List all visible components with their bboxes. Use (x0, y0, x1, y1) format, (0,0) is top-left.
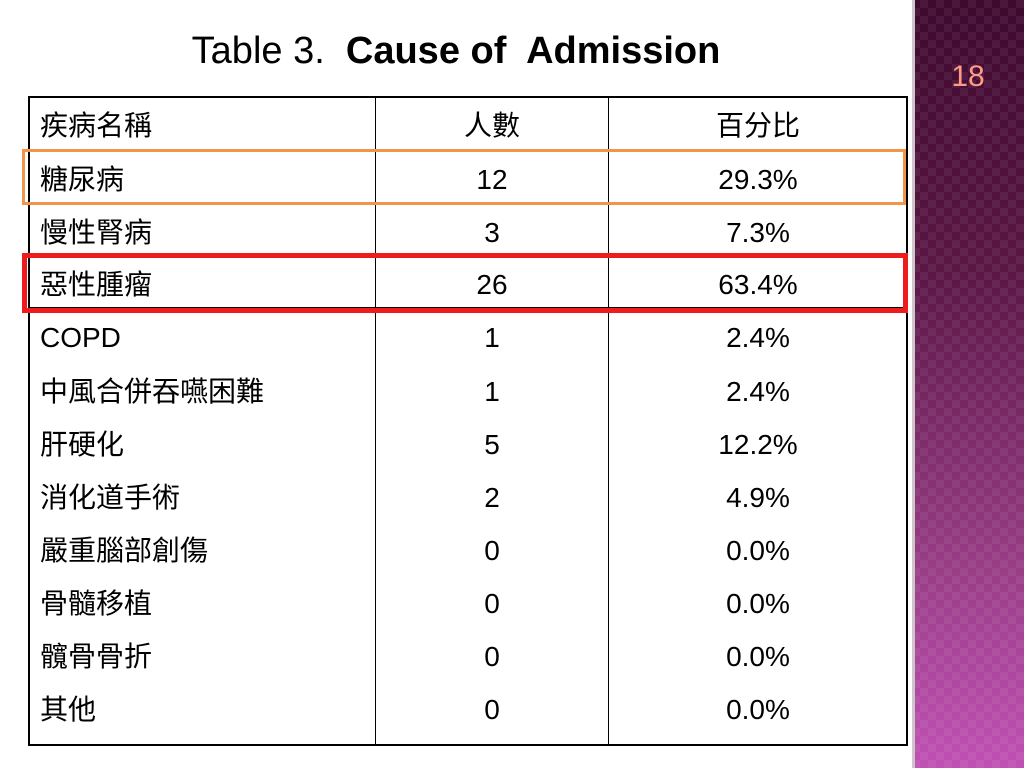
cell-disease: 肝硬化 (40, 429, 125, 460)
highlight-box-red (22, 253, 908, 313)
side-decoration-panel (912, 0, 1024, 768)
cell-count: 1 (484, 376, 500, 407)
title-prefix: Table 3. (191, 30, 346, 72)
cell-count: 2 (484, 482, 500, 513)
cell-disease: 慢性腎病 (40, 217, 153, 248)
cell-percent: 7.3% (726, 217, 790, 248)
cell-percent: 4.9% (726, 482, 790, 513)
cell-disease: 髖骨骨折 (40, 641, 153, 672)
cell-percent: 12.2% (718, 429, 798, 460)
cell-disease: COPD (40, 322, 121, 353)
column-divider (608, 98, 609, 744)
cell-count: 0 (484, 588, 500, 619)
cell-disease: 糖尿病 (40, 164, 125, 195)
cell-percent: 0.0% (726, 588, 790, 619)
cell-count: 0 (484, 535, 500, 566)
cell-disease: 消化道手術 (40, 482, 181, 513)
cell-percent: 2.4% (726, 322, 790, 353)
cell-percent: 63.4% (718, 269, 798, 300)
header-count: 人數 (463, 110, 520, 141)
slide-title: Table 3. Cause of Admission (0, 30, 912, 73)
cell-count: 12 (476, 164, 508, 195)
row-divider (30, 307, 906, 308)
highlight-box-orange (22, 149, 906, 205)
cell-disease: 嚴重腦部創傷 (40, 535, 209, 566)
cell-disease: 其他 (40, 694, 97, 725)
title-main: Cause of Admission (345, 30, 721, 72)
cell-percent: 2.4% (726, 376, 790, 407)
cell-count: 5 (484, 429, 500, 460)
header-disease: 疾病名稱 (40, 110, 153, 141)
slide-number: 18 (951, 60, 985, 93)
cell-percent: 0.0% (726, 535, 790, 566)
cell-count: 26 (476, 269, 508, 300)
cell-count: 0 (484, 641, 500, 672)
admission-cause-table: 疾病名稱 人數 百分比 糖尿病 12 29.3% 慢性腎病 3 7.3% 惡性腫… (28, 96, 908, 746)
cell-disease: 中風合併吞嚥困難 (40, 376, 265, 407)
cell-count: 1 (484, 322, 500, 353)
column-divider (375, 98, 376, 744)
cell-percent: 0.0% (726, 641, 790, 672)
cell-percent: 0.0% (726, 694, 790, 725)
cell-disease: 惡性腫瘤 (40, 269, 153, 300)
header-percent: 百分比 (715, 110, 800, 141)
cell-count: 0 (484, 694, 500, 725)
cell-count: 3 (484, 217, 500, 248)
cell-disease: 骨髓移植 (40, 588, 153, 619)
cell-percent: 29.3% (718, 164, 798, 195)
